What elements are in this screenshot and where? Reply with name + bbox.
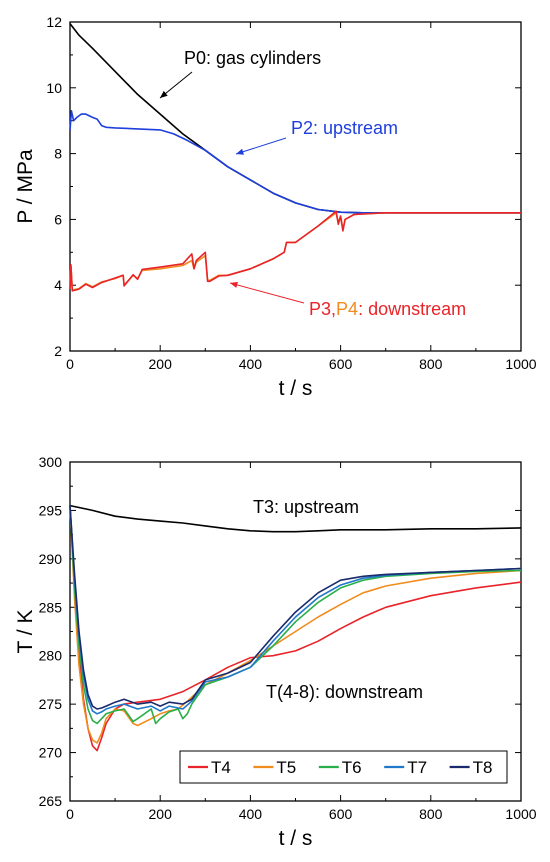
arrow-p2-line bbox=[235, 137, 287, 155]
temperature-series-t6-line bbox=[69, 505, 522, 725]
arrow-p3-p4-line bbox=[229, 282, 305, 304]
annotation-p3-p4-part: : downstream bbox=[358, 299, 466, 319]
temperature-series-0-line bbox=[69, 504, 522, 533]
temperature-x-tick-label: 400 bbox=[239, 806, 263, 822]
annotation-p0: P0: gas cylinders bbox=[184, 48, 321, 68]
temperature-x-tick-label: 600 bbox=[329, 806, 353, 822]
legend-label-t6: T6 bbox=[342, 758, 362, 777]
temperature-series-t7-line bbox=[69, 505, 522, 715]
annotation-p3-p4-part: , bbox=[331, 299, 336, 319]
temperature-y-tick-label: 300 bbox=[39, 454, 63, 470]
pressure-series-1-line bbox=[69, 110, 521, 214]
arrow-p3-p4-head bbox=[230, 281, 238, 288]
pressure-chart: 0 200 400 600 800 1000 2 4 6 8 10 12 t / s P / MPa P0:… bbox=[14, 14, 537, 400]
pressure-x-tick-label: 200 bbox=[149, 356, 173, 372]
temperature-x-tick-label: 200 bbox=[149, 806, 173, 822]
temperature-y-tick-label: 295 bbox=[39, 502, 63, 518]
temperature-series-t8-line bbox=[69, 505, 522, 710]
annotation-p3-p4-part: P3 bbox=[309, 299, 331, 319]
pressure-x-tick-label: 400 bbox=[239, 356, 263, 372]
temperature-x-axis-title: t / s bbox=[279, 827, 313, 850]
pressure-y-tick-label: 8 bbox=[54, 146, 62, 162]
legend-label-t4: T4 bbox=[211, 758, 231, 777]
temperature-y-tick-label: 275 bbox=[39, 696, 63, 712]
pressure-y-tick-label: 12 bbox=[46, 14, 62, 30]
annotation-t3: T3: upstream bbox=[253, 497, 359, 517]
temperature-y-axis-title: T / K bbox=[14, 610, 37, 654]
pressure-x-tick-label: 800 bbox=[419, 356, 443, 372]
annotation-p2: P2: upstream bbox=[291, 118, 398, 138]
temperature-chart: 0 200 400 600 800 1000 265 270 275 280 285 290 295 30… bbox=[14, 454, 537, 850]
temperature-series-t5-line bbox=[69, 505, 522, 744]
temperature-x-tick-label: 1000 bbox=[505, 806, 536, 822]
temperature-x-tick-label: 800 bbox=[419, 806, 443, 822]
legend-label-t8: T8 bbox=[473, 758, 493, 777]
pressure-y-tick-label: 4 bbox=[54, 277, 62, 293]
legend-label-t5: T5 bbox=[276, 758, 296, 777]
temperature-y-tick-label: 290 bbox=[39, 551, 63, 567]
temperature-series-t4-line bbox=[69, 505, 522, 752]
temperature-y-tick-label: 280 bbox=[39, 648, 63, 664]
temperature-y-tick-label: 285 bbox=[39, 599, 63, 615]
pressure-x-tick-label: 0 bbox=[66, 356, 74, 372]
pressure-x-tick-label: 1000 bbox=[505, 356, 536, 372]
pressure-y-tick-label: 6 bbox=[54, 211, 62, 227]
annotation-p3-p4: P3,P4: downstream bbox=[309, 299, 466, 319]
legend-label-t7: T7 bbox=[407, 758, 427, 777]
annotation-t4-t8: T(4-8): downstream bbox=[266, 682, 423, 702]
arrow-p0-head bbox=[160, 90, 168, 98]
pressure-y-tick-label: 10 bbox=[46, 80, 62, 96]
pressure-series-3-line bbox=[69, 210, 521, 292]
pressure-y-axis-title: P / MPa bbox=[14, 149, 37, 224]
arrow-p2-head bbox=[236, 148, 244, 155]
pressure-x-axis-title: t / s bbox=[279, 377, 313, 400]
temperature-y-tick-label: 265 bbox=[39, 793, 63, 809]
pressure-y-tick-label: 2 bbox=[54, 343, 62, 359]
annotation-p3-p4-part: P4 bbox=[336, 299, 358, 319]
temperature-y-tick-label: 270 bbox=[39, 745, 63, 761]
temperature-x-tick-label: 0 bbox=[66, 806, 74, 822]
pressure-x-tick-label: 600 bbox=[329, 356, 353, 372]
